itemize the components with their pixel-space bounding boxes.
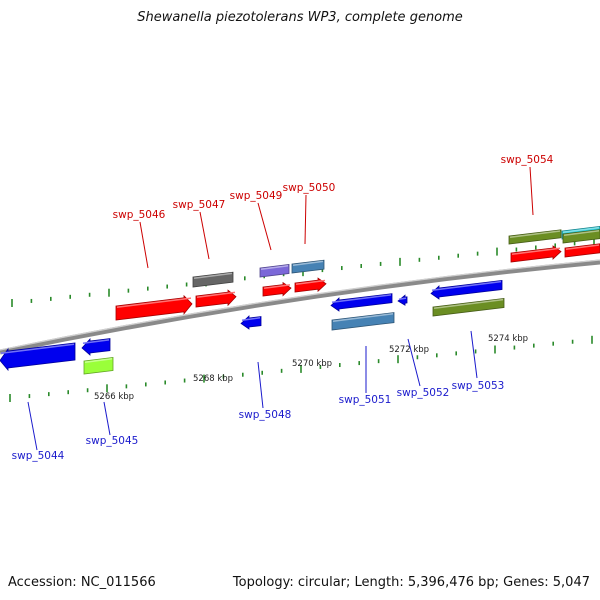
label-leader-line [139, 221, 149, 269]
accession-label: Accession: NC_011566 [8, 575, 156, 590]
gene-feature [195, 289, 237, 308]
gene-highlight [292, 260, 324, 266]
gene-feature [508, 229, 562, 245]
label-leader-line [529, 166, 534, 216]
scale-label: 5274 kbp [488, 334, 528, 344]
gene-highlight [398, 297, 407, 300]
label-leader-line [103, 401, 111, 436]
gene-highlight [331, 294, 392, 303]
label-leader-line [470, 330, 478, 379]
gene-label: swp_5052 [397, 387, 450, 399]
gene-highlight [84, 357, 113, 363]
gene-labels: swp_5044 swp_5045 swp_5046 swp_5047 swp_5048… [12, 154, 554, 462]
gene-highlight [260, 264, 289, 270]
gene-label: swp_5049 [230, 190, 283, 202]
gene-feature [192, 271, 234, 288]
label-leader-line [257, 361, 264, 409]
gene-highlight [563, 230, 600, 236]
gene-highlight [562, 226, 600, 233]
gene-highlight [511, 247, 561, 255]
genome-backbone [0, 259, 600, 355]
gene-highlight [332, 313, 394, 322]
gene-highlight [433, 298, 504, 309]
scale-label: 5268 kbp [193, 374, 233, 384]
gene-label: swp_5047 [173, 199, 226, 211]
gene-highlight [431, 280, 502, 291]
gene-label: swp_5044 [12, 450, 65, 462]
gene-features [0, 225, 600, 375]
label-leader-line [27, 401, 38, 451]
label-leader-line [199, 211, 210, 260]
label-leader-line [407, 338, 421, 387]
gene-feature [430, 280, 503, 300]
gene-label: swp_5053 [452, 380, 505, 392]
gene-highlight [0, 343, 75, 354]
gene-feature [115, 294, 193, 321]
gene-highlight [241, 317, 261, 321]
gene-highlight [196, 291, 236, 298]
scale-label: 5266 kbp [94, 392, 134, 402]
map-title: Shewanella piezotolerans WP3, complete g… [137, 10, 463, 25]
gene-label: swp_5050 [283, 182, 336, 194]
gene-highlight [295, 279, 326, 285]
gene-label: swp_5045 [86, 435, 139, 447]
gene-highlight [82, 339, 110, 344]
gene-label: swp_5051 [339, 394, 392, 406]
gene-feature [432, 298, 505, 317]
gene-highlight [263, 284, 291, 289]
gene-label: swp_5046 [113, 209, 166, 221]
gene-feature [562, 229, 600, 244]
label-leader-lines [27, 166, 534, 451]
tick-marks [9, 237, 595, 402]
gene-feature [330, 293, 393, 312]
gene-feature [564, 243, 600, 258]
gene-feature [0, 342, 76, 372]
gene-label: swp_5054 [501, 154, 554, 166]
gene-feature [397, 294, 408, 306]
label-leader-line [257, 202, 272, 251]
label-leader-line [304, 194, 307, 245]
genome-info-label: Topology: circular; Length: 5,396,476 bp… [232, 575, 590, 590]
scale-label: 5272 kbp [389, 345, 429, 355]
scale-labels: 5266 kbp 5268 kbp 5270 kbp 5272 kbp 5274 kbp [94, 334, 528, 402]
gene-highlight [193, 272, 233, 279]
gene-highlight [565, 244, 600, 250]
gene-feature [331, 312, 395, 331]
scale-label: 5270 kbp [292, 359, 332, 369]
gene-feature [259, 264, 290, 278]
gene-feature [291, 259, 325, 274]
gene-highlight [509, 230, 561, 238]
gene-highlight [116, 297, 192, 308]
gene-label: swp_5048 [239, 409, 292, 421]
